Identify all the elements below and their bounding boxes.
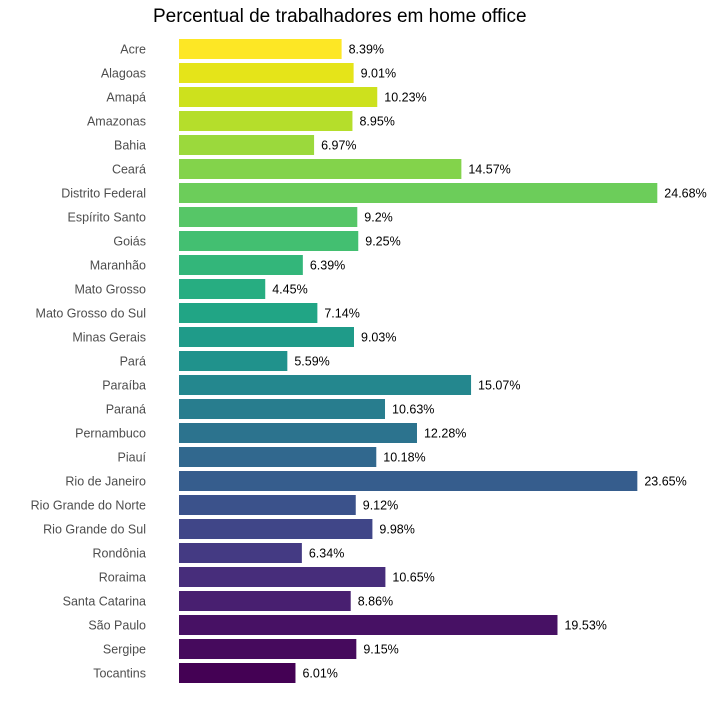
value-label-rio-de-janeiro: 23.65% <box>644 475 686 489</box>
category-label-piaui: Piauí <box>118 451 147 465</box>
bar-amapa <box>179 87 378 107</box>
value-label-santa-catarina: 8.86% <box>358 595 393 609</box>
value-label-parana: 10.63% <box>392 403 434 417</box>
value-label-alagoas: 9.01% <box>361 67 396 81</box>
category-label-tocantins: Tocantins <box>93 667 146 681</box>
category-label-rio-de-janeiro: Rio de Janeiro <box>65 475 146 489</box>
category-label-santa-catarina: Santa Catarina <box>63 595 146 609</box>
category-label-mato-grosso-do-sul: Mato Grosso do Sul <box>36 307 146 321</box>
category-label-alagoas: Alagoas <box>101 67 146 81</box>
value-label-roraima: 10.65% <box>392 571 434 585</box>
bar-maranhao <box>179 255 303 275</box>
bar-roraima <box>179 567 386 587</box>
bar-bahia <box>179 135 315 155</box>
bar-sao-paulo <box>179 615 558 635</box>
value-label-tocantins: 6.01% <box>302 667 337 681</box>
bar-tocantins <box>179 663 296 683</box>
category-label-goias: Goiás <box>113 235 146 249</box>
category-label-mato-grosso: Mato Grosso <box>74 283 146 297</box>
value-label-rio-grande-do-norte: 9.12% <box>363 499 398 513</box>
category-label-para: Pará <box>120 355 146 369</box>
value-label-acre: 8.39% <box>349 43 384 57</box>
bar-piaui <box>179 447 377 467</box>
category-label-paraiba: Paraíba <box>102 379 146 393</box>
bar-goias <box>179 231 359 251</box>
value-label-sao-paulo: 19.53% <box>564 619 606 633</box>
value-label-pernambuco: 12.28% <box>424 427 466 441</box>
category-label-rio-grande-do-norte: Rio Grande do Norte <box>31 499 146 513</box>
bar-mato-grosso-do-sul <box>179 303 318 323</box>
category-label-sao-paulo: São Paulo <box>88 619 146 633</box>
value-label-ceara: 14.57% <box>468 163 510 177</box>
bar-distrito-federal <box>179 183 658 203</box>
bar-paraiba <box>179 375 472 395</box>
value-label-maranhao: 6.39% <box>310 259 345 273</box>
bar-minas-gerais <box>179 327 354 347</box>
category-label-ceara: Ceará <box>112 163 146 177</box>
bar-rio-grande-do-norte <box>179 495 356 515</box>
bar-mato-grosso <box>179 279 266 299</box>
value-label-piaui: 10.18% <box>383 451 425 465</box>
value-label-espirito-santo: 9.2% <box>364 211 393 225</box>
category-label-distrito-federal: Distrito Federal <box>61 187 146 201</box>
bar-rio-de-janeiro <box>179 471 638 491</box>
category-label-bahia: Bahia <box>114 139 146 153</box>
bar-ceara <box>179 159 462 179</box>
value-label-amazonas: 8.95% <box>359 115 394 129</box>
bar-parana <box>179 399 386 419</box>
category-label-roraima: Roraima <box>99 571 146 585</box>
value-label-mato-grosso-do-sul: 7.14% <box>324 307 359 321</box>
value-label-rondonia: 6.34% <box>309 547 344 561</box>
value-label-para: 5.59% <box>294 355 329 369</box>
bar-amazonas <box>179 111 353 131</box>
bar-acre <box>179 39 342 59</box>
bar-para <box>179 351 288 371</box>
category-label-maranhao: Maranhão <box>90 259 146 273</box>
category-label-amapa: Amapá <box>106 91 146 105</box>
plot-area: Acre 8.39% Alagoas 9.01% Amapá 10.23% Amazonas… <box>31 39 707 683</box>
bar-santa-catarina <box>179 591 351 611</box>
bar-pernambuco <box>179 423 417 443</box>
value-label-paraiba: 15.07% <box>478 379 520 393</box>
category-label-amazonas: Amazonas <box>87 115 146 129</box>
value-label-distrito-federal: 24.68% <box>664 187 706 201</box>
value-label-goias: 9.25% <box>365 235 400 249</box>
category-label-pernambuco: Pernambuco <box>75 427 146 441</box>
bar-espirito-santo <box>179 207 358 227</box>
bar-sergipe <box>179 639 357 659</box>
value-label-mato-grosso: 4.45% <box>272 283 307 297</box>
value-label-bahia: 6.97% <box>321 139 356 153</box>
bar-rio-grande-do-sul <box>179 519 373 539</box>
value-label-sergipe: 9.15% <box>363 643 398 657</box>
bar-rondonia <box>179 543 302 563</box>
category-label-espirito-santo: Espírito Santo <box>67 211 146 225</box>
category-label-parana: Paraná <box>106 403 146 417</box>
value-label-rio-grande-do-sul: 9.98% <box>379 523 414 537</box>
value-label-amapa: 10.23% <box>384 91 426 105</box>
category-label-rondonia: Rondônia <box>92 547 146 561</box>
bar-alagoas <box>179 63 354 83</box>
chart-title: Percentual de trabalhadores em home offi… <box>153 6 527 27</box>
category-label-acre: Acre <box>120 43 146 57</box>
category-label-rio-grande-do-sul: Rio Grande do Sul <box>43 523 146 537</box>
value-label-minas-gerais: 9.03% <box>361 331 396 345</box>
category-label-minas-gerais: Minas Gerais <box>72 331 146 345</box>
category-label-sergipe: Sergipe <box>103 643 146 657</box>
